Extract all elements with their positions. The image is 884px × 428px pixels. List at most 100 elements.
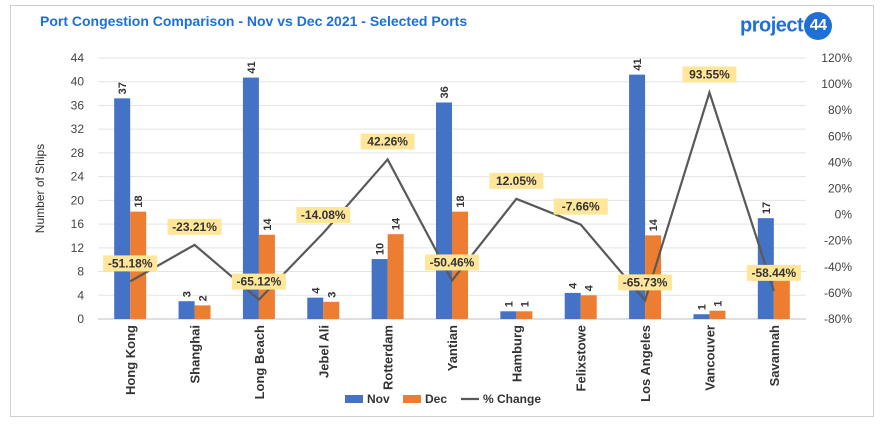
bar-label-nov: 4 xyxy=(310,287,322,294)
bar-label-nov: 37 xyxy=(117,82,129,94)
bar-label-nov: 10 xyxy=(375,243,387,255)
category-label: Hamburg xyxy=(509,325,524,382)
change-label: 93.55% xyxy=(689,68,730,82)
category-label: Long Beach xyxy=(252,325,267,399)
category-label: Shanghai xyxy=(188,325,203,384)
bar-nov xyxy=(371,259,388,319)
bar-label-dec: 14 xyxy=(391,217,403,230)
project44-logo: project 44 xyxy=(740,12,833,40)
bar-label-dec: 1 xyxy=(712,301,724,307)
y2-tick-label: 40% xyxy=(828,155,852,169)
y2-tick-label: -60% xyxy=(824,286,852,300)
bar-label-dec: 18 xyxy=(455,195,467,207)
y-tick-label: 20 xyxy=(71,193,85,207)
bar-dec xyxy=(516,311,533,319)
change-label: -65.12% xyxy=(237,275,282,289)
category-label: Felixstowe xyxy=(574,325,589,391)
change-label: -50.46% xyxy=(430,255,475,269)
bar-label-nov: 17 xyxy=(761,202,773,214)
y-tick-label: 40 xyxy=(71,75,85,89)
bar-label-nov: 4 xyxy=(568,282,580,289)
y2-tick-label: 60% xyxy=(828,129,852,143)
legend-label-nov: Nov xyxy=(367,392,390,406)
change-label-bg xyxy=(489,172,544,189)
y-tick-label: 36 xyxy=(71,98,85,112)
change-label: -7.66% xyxy=(562,200,600,214)
change-label: -51.18% xyxy=(108,256,153,270)
bar-nov xyxy=(436,102,452,319)
bar-label-nov: 3 xyxy=(182,291,194,297)
y2-tick-label: -20% xyxy=(824,234,852,248)
bar-label-nov: 41 xyxy=(632,58,644,70)
category-label: Los Angeles xyxy=(638,325,653,402)
logo-text: project xyxy=(740,14,804,37)
bar-label-dec: 1 xyxy=(519,301,531,307)
change-label-bg xyxy=(425,254,479,271)
change-label: -14.08% xyxy=(301,208,346,222)
y-tick-label: 0 xyxy=(77,312,84,326)
change-label-bg xyxy=(553,198,608,215)
y-tick-label: 32 xyxy=(71,122,85,136)
bar-label-dec: 18 xyxy=(133,195,145,207)
bar-label-dec: 4 xyxy=(584,284,596,291)
legend-label-dec: Dec xyxy=(425,392,447,406)
y-tick-label: 16 xyxy=(71,217,85,231)
bar-label-nov: 41 xyxy=(246,61,258,73)
change-label: -23.21% xyxy=(172,220,217,234)
bar-label-nov: 36 xyxy=(439,86,451,98)
category-label: Savannah xyxy=(767,325,782,386)
bar-nov xyxy=(178,301,195,319)
change-label-bg xyxy=(103,255,158,272)
y-tick-label: 24 xyxy=(71,170,85,184)
change-label-bg xyxy=(296,206,351,223)
y-tick-label: 44 xyxy=(71,51,85,65)
bar-nov xyxy=(693,314,710,319)
chart-title: Port Congestion Comparison - Nov vs Dec … xyxy=(40,13,468,29)
bar-label-nov: 1 xyxy=(696,304,708,310)
y2-tick-label: 20% xyxy=(828,182,852,196)
bar-dec xyxy=(709,310,726,319)
bar-nov xyxy=(629,74,646,319)
bar-dec xyxy=(773,277,790,319)
bar-dec xyxy=(387,234,404,319)
bar-dec xyxy=(323,301,340,319)
change-label-bg xyxy=(682,66,737,83)
y2-tick-label: -40% xyxy=(824,260,852,274)
change-label-bg xyxy=(360,133,415,150)
y-tick-label: 4 xyxy=(77,288,84,302)
y2-tick-label: 80% xyxy=(828,103,852,117)
change-label-bg xyxy=(746,264,801,281)
y-tick-label: 8 xyxy=(77,265,84,279)
change-label: 42.26% xyxy=(367,134,408,148)
legend-swatch-nov xyxy=(345,395,363,403)
bar-nov xyxy=(242,77,259,319)
bar-nov xyxy=(564,292,581,319)
bar-label-dec: 3 xyxy=(326,292,338,298)
category-label: Hong Kong xyxy=(123,325,138,395)
bar-label-dec: 14 xyxy=(262,218,274,231)
bar-label-nov: 1 xyxy=(503,301,515,307)
bar-nov xyxy=(307,297,324,319)
y2-tick-label: 100% xyxy=(821,77,852,91)
legend-swatch-dec xyxy=(403,395,421,403)
y-tick-label: 28 xyxy=(71,146,85,160)
change-label: -65.73% xyxy=(623,275,668,289)
bar-label-dec: 14 xyxy=(648,218,660,231)
y-tick-label: 12 xyxy=(71,241,85,255)
change-label: -58.44% xyxy=(751,266,796,280)
category-label: Vancouver xyxy=(702,325,717,391)
bar-label-dec: 2 xyxy=(198,295,210,301)
bar-dec xyxy=(580,295,597,319)
logo-number: 44 xyxy=(804,12,833,40)
bar-dec xyxy=(194,305,211,319)
y-axis-title: Number of Ships xyxy=(33,144,47,233)
category-label: Jebel Ali xyxy=(316,325,331,378)
bar-nov xyxy=(114,98,131,319)
change-label: 12.05% xyxy=(496,174,537,188)
y2-tick-label: 0% xyxy=(835,208,853,222)
category-label: Rotterdam xyxy=(381,325,396,390)
bar-nov xyxy=(500,311,517,319)
legend-label-change: % Change xyxy=(483,392,541,406)
y2-tick-label: -80% xyxy=(824,312,852,326)
